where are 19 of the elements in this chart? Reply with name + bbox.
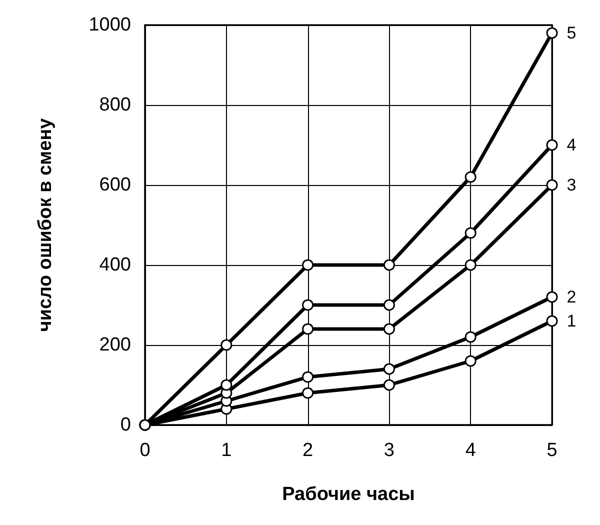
x-tick-label: 3 — [384, 440, 394, 461]
series-label: 4 — [566, 136, 576, 154]
x-tick-label: 2 — [302, 440, 314, 461]
x-tick-label: 4 — [465, 440, 476, 461]
x-tick-label: 5 — [546, 440, 558, 461]
y-tick-label: 200 — [99, 334, 131, 356]
y-tick-label: 600 — [99, 174, 131, 196]
x-axis-title: Рабочие часы — [282, 484, 415, 505]
series-label: 3 — [566, 176, 576, 194]
series-label: 5 — [566, 24, 576, 42]
y-tick-label: 1000 — [88, 14, 131, 36]
y-tick-label: 400 — [99, 254, 131, 276]
y-tick-label: 800 — [99, 94, 131, 116]
series-label: 2 — [566, 288, 576, 306]
y-tick-label: 0 — [120, 414, 131, 436]
y-axis-title: число ошибок в смену — [35, 118, 56, 332]
series-label: 1 — [566, 312, 576, 330]
x-tick-label: 0 — [140, 440, 150, 461]
x-tick-label: 1 — [221, 440, 232, 461]
